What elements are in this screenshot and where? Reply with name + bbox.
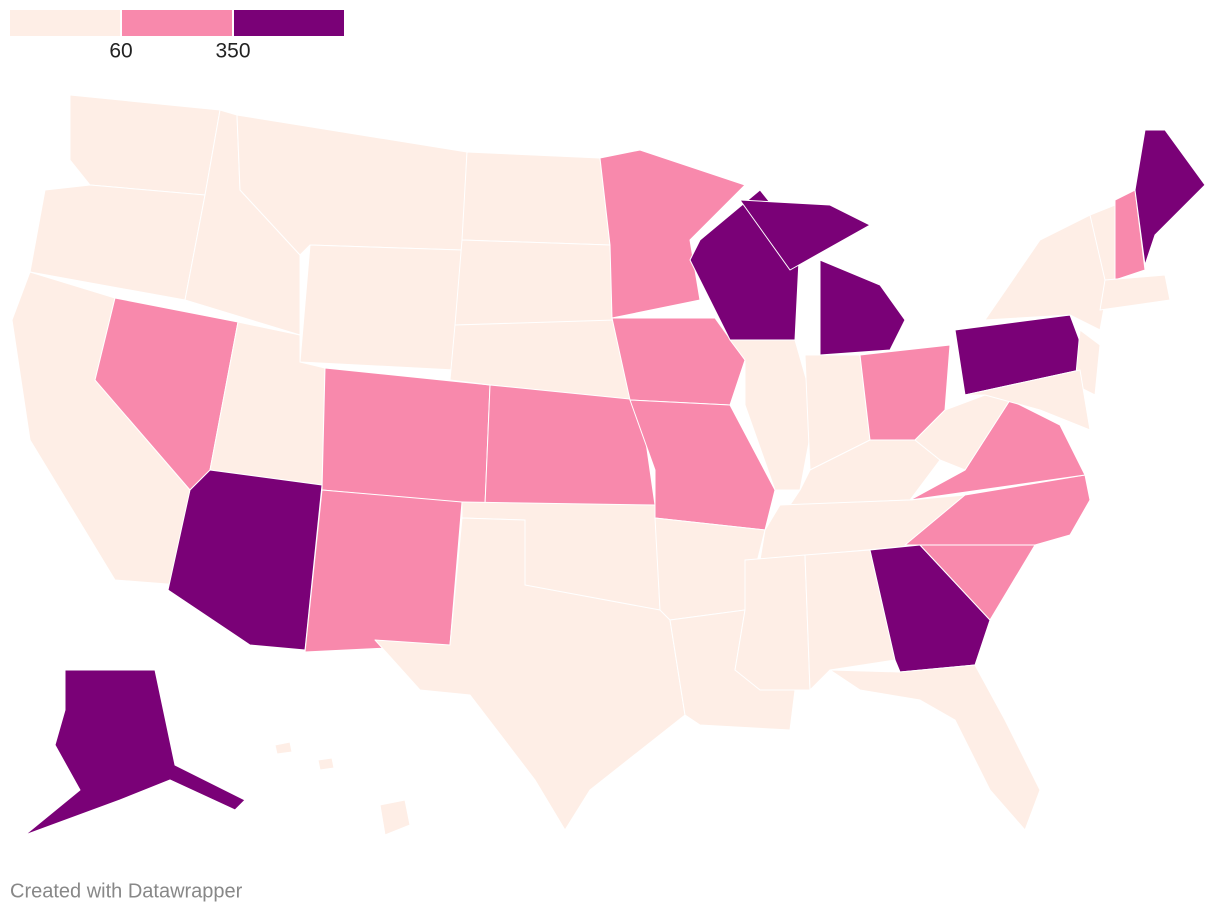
state (274, 741, 293, 755)
state (739, 199, 871, 271)
state (374, 517, 686, 831)
state (819, 259, 906, 356)
state (1099, 274, 1171, 311)
state (167, 469, 323, 651)
legend-label: 350 (215, 40, 250, 63)
state (804, 549, 896, 691)
state (1134, 129, 1206, 266)
legend: 60 350 (10, 10, 344, 63)
state (964, 369, 1091, 431)
state (317, 757, 335, 771)
state (29, 184, 206, 301)
legend-label: 60 (109, 40, 132, 63)
legend-swatch (122, 10, 232, 36)
state (734, 554, 811, 691)
state (461, 151, 611, 246)
state (484, 384, 656, 506)
state (379, 799, 411, 836)
states (11, 94, 1206, 836)
state (984, 214, 1111, 331)
state (904, 474, 1091, 546)
state (454, 239, 616, 326)
legend-swatch (234, 10, 344, 36)
state (611, 317, 746, 406)
state (24, 669, 246, 836)
footer: Created with Datawrapper (10, 880, 243, 902)
state (909, 399, 1086, 501)
state (729, 339, 816, 491)
legend-swatch (10, 10, 120, 36)
state (69, 94, 221, 196)
state (829, 664, 1041, 831)
state (304, 489, 463, 653)
state (299, 244, 463, 371)
state (321, 367, 491, 506)
